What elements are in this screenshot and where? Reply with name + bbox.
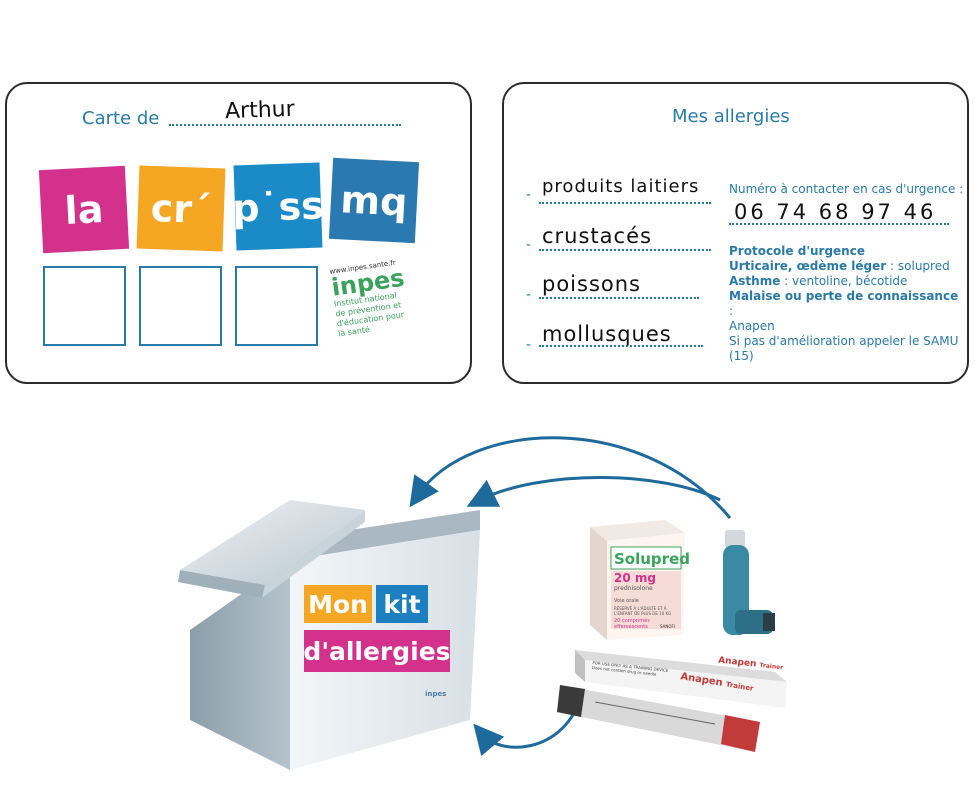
urticaire-value: : solupred bbox=[886, 259, 950, 273]
tile-mq: mq bbox=[328, 157, 420, 244]
malaise-label: Malaise ou perte de connaissance bbox=[729, 289, 959, 303]
tile-pss: p˙ss bbox=[232, 162, 324, 251]
solupred-warning: RÉSERVÉ À L'ADULTE ET À L'ENFANT DE PLUS… bbox=[614, 606, 671, 616]
urticaire-label: Urticaire, œdème léger bbox=[729, 259, 887, 273]
bullet-3: - bbox=[526, 287, 532, 303]
arrows-layer bbox=[409, 436, 732, 757]
solupred-count-2: effervescents bbox=[614, 624, 648, 630]
protocol-block: Protocole d'urgence Urticaire, œdème lég… bbox=[729, 244, 964, 364]
kit-label-kit: kit bbox=[376, 585, 428, 623]
anapen-box-trainer: Trainer bbox=[759, 661, 784, 672]
emergency-phone: 06 74 68 97 46 bbox=[734, 200, 937, 224]
protocol-title: Protocole d'urgence bbox=[729, 244, 865, 258]
tile-la: la bbox=[38, 165, 130, 254]
allergy-item-1: produits laitiers bbox=[542, 176, 700, 197]
arrow-middle bbox=[466, 476, 721, 507]
bullet-1: - bbox=[526, 187, 532, 203]
solupred-count: 20 comprimés effervescents bbox=[614, 618, 650, 630]
solupred-box bbox=[590, 520, 685, 640]
arrow-upper bbox=[409, 436, 732, 519]
allergy-item-2: crustacés bbox=[542, 224, 652, 248]
inpes-logo: www.inpes.sante.fr inpes Institut nation… bbox=[329, 255, 434, 340]
box-brand: inpes bbox=[425, 690, 447, 698]
phone-line bbox=[729, 223, 949, 225]
allergy-line-1 bbox=[539, 202, 711, 204]
solupred-warn-2: L'ENFANT DE PLUS DE 10 KG bbox=[614, 611, 672, 616]
bullet-2: - bbox=[526, 237, 532, 253]
samu-text: Si pas d'amélioration appeler le SAMU (1… bbox=[729, 334, 959, 363]
bullet-4: - bbox=[526, 337, 532, 353]
inhaler bbox=[723, 530, 775, 635]
solupred-route: Voie orale bbox=[614, 598, 639, 604]
kit-label-mon: Mon bbox=[304, 585, 372, 623]
allergy-item-3: poissons bbox=[542, 272, 641, 296]
identity-card: Carte de Arthur la cr´ p˙ss mq www.inpes… bbox=[5, 82, 472, 384]
allergy-line-2 bbox=[539, 249, 711, 251]
malaise-value: Anapen bbox=[729, 319, 775, 333]
contact-label: Numéro à contacter en cas d'urgence : bbox=[729, 182, 964, 196]
tile-cr: cr´ bbox=[136, 165, 226, 252]
empty-tile-3 bbox=[235, 266, 318, 346]
name-dotted-line bbox=[169, 124, 401, 126]
kit-label-allergies: d'allergies bbox=[303, 630, 451, 672]
solupred-warn-1: RÉSERVÉ À L'ADULTE ET À bbox=[614, 606, 667, 611]
empty-tile-2 bbox=[139, 266, 222, 346]
solupred-sub: prednisolone bbox=[614, 585, 653, 592]
anapen-kit bbox=[557, 650, 787, 752]
solupred-maker: SANOFI bbox=[660, 624, 675, 629]
solupred-count-1: 20 comprimés bbox=[614, 618, 650, 624]
solupred-name: Solupred bbox=[614, 550, 690, 568]
allergy-card: Mes allergies - produits laitiers - crus… bbox=[502, 82, 969, 384]
malaise-colon: : bbox=[729, 304, 734, 318]
asthme-value: : ventoline, bécotide bbox=[780, 274, 908, 288]
card-label: Carte de bbox=[82, 108, 160, 129]
solupred-dose: 20 mg bbox=[614, 571, 656, 585]
allergy-line-4 bbox=[539, 345, 703, 347]
arrow-lower bbox=[473, 699, 582, 757]
asthme-label: Asthme bbox=[729, 274, 781, 288]
child-name: Arthur bbox=[224, 96, 296, 125]
allergy-line-3 bbox=[539, 297, 699, 299]
allergy-card-title: Mes allergies bbox=[672, 106, 790, 127]
allergy-item-4: mollusques bbox=[542, 322, 672, 346]
kit-box bbox=[178, 500, 480, 770]
empty-tile-1 bbox=[43, 266, 126, 346]
